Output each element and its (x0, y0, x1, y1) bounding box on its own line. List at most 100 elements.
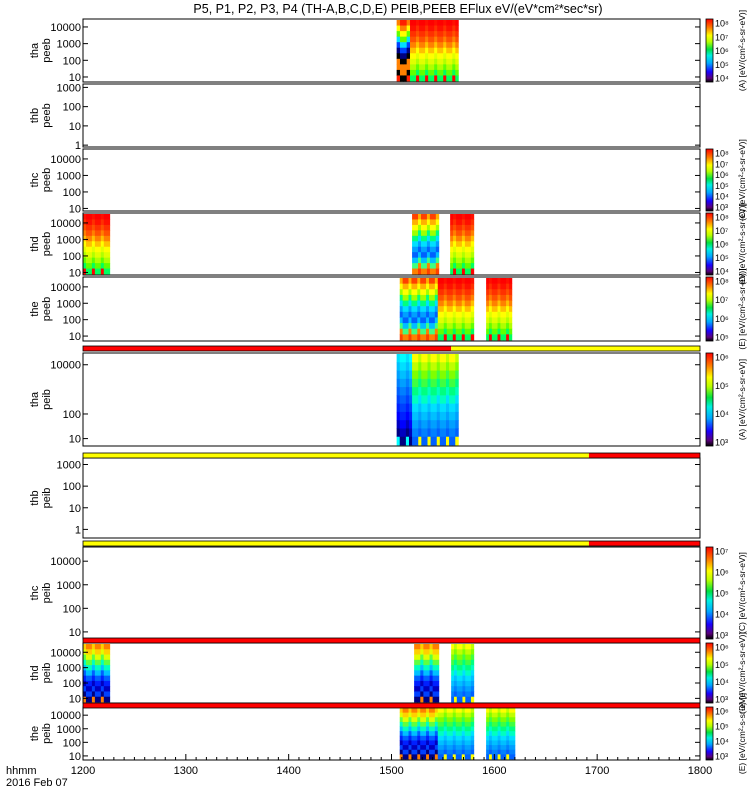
spectrogram-cell (434, 47, 438, 54)
spectrogram-cell (451, 670, 455, 677)
spectrogram-cell (85, 235, 90, 242)
spectrogram-cell (450, 235, 454, 242)
spectrogram-cell (417, 721, 421, 727)
spectrogram-cell (452, 717, 457, 723)
spectrogram-cell (452, 731, 457, 737)
spectrogram-cell (443, 721, 448, 727)
spectrogram-cell (439, 395, 444, 405)
spectrogram-cell (497, 745, 501, 751)
colorbar-tick-label: 10⁴ (715, 267, 729, 277)
spectrogram-cell (488, 745, 493, 751)
spectrogram-cell (491, 289, 496, 296)
spectrogram-cell (410, 53, 414, 60)
spectrogram-cell (435, 241, 440, 248)
spectrogram-cell (396, 362, 401, 371)
spectrogram-cell (446, 64, 450, 71)
spectrogram-cell (503, 300, 507, 307)
spectrogram-cell (436, 420, 441, 429)
spectrogram-cell (399, 42, 404, 49)
spectrogram-cell (470, 675, 475, 682)
spectrogram-cell (429, 691, 434, 698)
spectrogram-cell (417, 745, 421, 751)
colorbar-tick-label: 10³ (715, 631, 728, 641)
spectrogram-cell (497, 283, 501, 290)
spectrogram-cell (452, 362, 456, 371)
mode-bar-segment (588, 541, 700, 546)
spectrogram-cell (427, 411, 431, 421)
spectrogram-cell (455, 749, 460, 755)
colorbar-tick-label: 10⁷ (715, 295, 728, 305)
spectrogram-cell (455, 64, 459, 71)
spectrogram-cell (83, 246, 87, 253)
spectrogram-cell (428, 42, 432, 49)
spectrogram-cell (443, 58, 447, 65)
spectrogram-cell (446, 708, 451, 714)
spectrogram-cell (452, 25, 456, 32)
spectrogram-cell (434, 300, 439, 307)
spectrogram-cell (426, 289, 430, 296)
spectrogram-cell (443, 311, 448, 318)
spectrogram-cell (452, 387, 456, 396)
spectrogram-cell (458, 235, 463, 242)
spectrogram-cell (411, 740, 415, 746)
spectrogram-cell (451, 665, 455, 671)
spectrogram-cell (91, 224, 96, 231)
spectrogram-cell (439, 362, 444, 371)
spectrogram-cell (456, 686, 461, 692)
spectrogram-cell (437, 708, 442, 714)
spectrogram-cell (106, 235, 111, 242)
spectrogram-cell (449, 31, 453, 38)
spectrogram-cell (494, 726, 499, 732)
spectrogram-cell (470, 263, 475, 269)
spectrogram-cell (440, 47, 444, 54)
y-tick-label: 10 (69, 203, 81, 215)
spectrogram-cell (467, 731, 472, 737)
spectrogram-cell (456, 257, 460, 264)
spectrogram-cell (410, 36, 414, 43)
y-tick-label: 1000 (57, 663, 81, 675)
spectrogram-cell (512, 708, 516, 714)
spectrogram-cell (491, 749, 496, 755)
spectrogram-cell (459, 680, 463, 687)
spectrogram-cell (411, 278, 415, 285)
spectrogram-cell (450, 230, 454, 237)
spectrogram-cell (456, 644, 461, 650)
spectrogram-cell (399, 411, 404, 421)
spectrogram-cell (470, 696, 475, 703)
spectrogram-cell (417, 311, 421, 318)
spectrogram-cell (464, 311, 469, 318)
spectrogram-cell (458, 289, 463, 296)
spectrogram-cell (414, 680, 418, 687)
spectrogram-cell (423, 257, 428, 264)
spectrogram-cell (103, 224, 108, 231)
spectrogram-cell (408, 300, 412, 307)
spectrogram-cell (416, 20, 420, 26)
spectrogram-cell (437, 283, 442, 290)
spectrogram-cell (467, 311, 472, 318)
spectrogram-cell (467, 263, 472, 269)
spectrogram-cell (399, 428, 404, 438)
spectrogram-cell (435, 263, 440, 269)
spectrogram-cell (464, 726, 469, 732)
spectrogram-cell (431, 754, 436, 760)
spectrogram-cell (461, 334, 466, 341)
spectrogram-cell (418, 411, 422, 421)
spectrogram-cell (405, 420, 410, 429)
spectrogram-cell (415, 257, 419, 264)
spectrogram-cell (452, 20, 456, 26)
spectrogram-cell (423, 230, 428, 237)
colorbar-tick-label: 10⁴ (715, 192, 729, 202)
spectrogram-cell (399, 436, 404, 446)
spectrogram-cell (446, 75, 450, 82)
spectrogram-cell (459, 654, 463, 661)
y-tick-label: 1000 (57, 234, 81, 246)
spectrogram-cell (497, 726, 501, 732)
spectrogram-cell (406, 64, 411, 71)
spectrogram-cell (494, 334, 498, 341)
spectrogram-cell (455, 75, 459, 82)
spectrogram-cell (425, 42, 429, 49)
spectrogram-cell (453, 235, 457, 242)
spectrogram-cell (467, 749, 472, 755)
